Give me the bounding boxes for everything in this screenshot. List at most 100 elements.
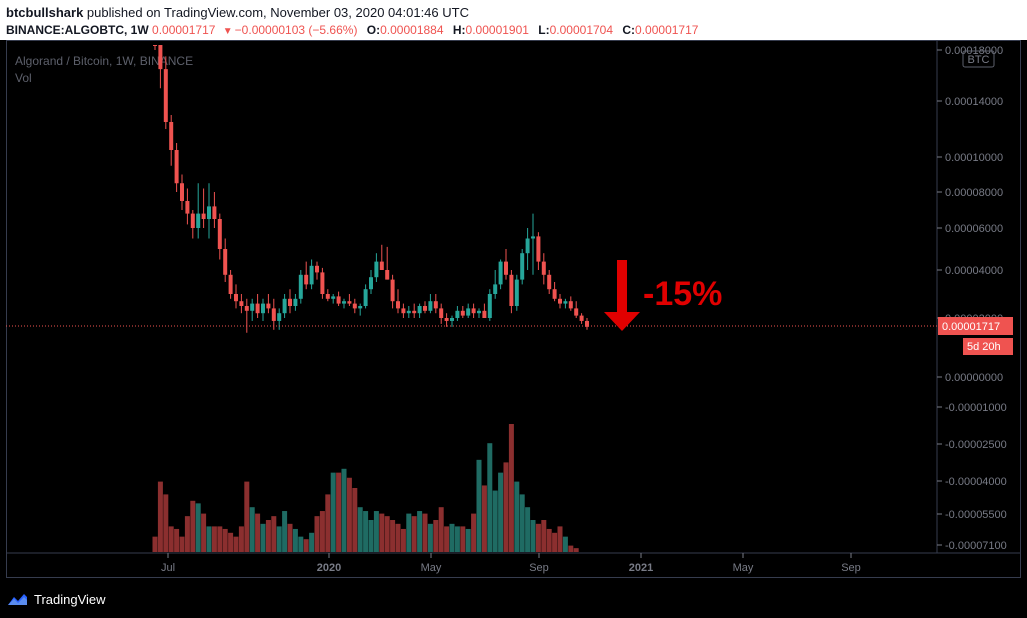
candle-body xyxy=(568,301,573,309)
high-value: 0.00001901 xyxy=(465,23,529,37)
time-tick-label: Jul xyxy=(161,562,175,574)
candle-body xyxy=(390,279,395,302)
currency-badge[interactable]: BTC xyxy=(968,54,990,66)
candle-body xyxy=(433,301,438,309)
volume-bar xyxy=(444,526,450,552)
price-tick-label: 0.00006000 xyxy=(945,223,1003,235)
price-tick-label: -0.00001000 xyxy=(945,402,1007,414)
volume-bar xyxy=(498,472,504,552)
candle-body xyxy=(520,253,525,280)
candle-body xyxy=(444,318,449,321)
candle-body xyxy=(153,45,157,46)
candle-body xyxy=(574,308,579,316)
candle-body xyxy=(379,261,384,270)
published-text: published on TradingView.com, November 0… xyxy=(86,5,469,20)
price-axis[interactable]: 0.000180000.000140000.000100000.00008000… xyxy=(937,45,1007,552)
change-value: −0.00000103 (−5.66%) xyxy=(234,23,358,37)
legend-title: Algorand / Bitcoin, 1W, BINANCE xyxy=(15,54,193,68)
volume-bar xyxy=(211,526,217,552)
candle-body xyxy=(498,261,503,285)
volume-bar xyxy=(255,513,261,552)
candle-body xyxy=(174,150,179,184)
candle-body xyxy=(207,206,211,219)
candle-body xyxy=(196,213,201,228)
candle-body xyxy=(541,261,546,275)
last-price: 0.00001717 xyxy=(152,23,216,37)
volume-bar xyxy=(433,520,439,552)
candle-body xyxy=(320,272,325,294)
volume-bar xyxy=(514,481,520,552)
candlesticks xyxy=(153,45,589,333)
candle-body xyxy=(482,310,487,318)
candle-body xyxy=(423,306,427,311)
volume-bar xyxy=(411,516,417,552)
open-label: O: xyxy=(366,23,381,37)
tradingview-cloud-icon xyxy=(8,594,27,605)
volume-bar xyxy=(508,424,514,552)
time-tick-label: 2021 xyxy=(629,562,653,574)
candle-body xyxy=(504,261,508,275)
candle-body xyxy=(374,261,379,278)
volume-bar xyxy=(265,520,271,552)
volume-bar xyxy=(271,516,277,552)
volume-bar xyxy=(481,485,487,552)
candle-body xyxy=(428,301,433,311)
close-value: 0.00001717 xyxy=(635,23,699,37)
candle-body xyxy=(244,306,249,311)
volume-bar xyxy=(454,526,460,552)
tradingview-logo[interactable]: TradingView xyxy=(6,591,106,607)
candle-body xyxy=(309,265,314,285)
candle-body xyxy=(169,122,174,150)
candle-body xyxy=(460,310,465,316)
volume-bar xyxy=(525,507,531,552)
candle-body xyxy=(347,301,352,304)
time-tick-label: May xyxy=(421,562,442,574)
candle-body xyxy=(288,298,292,306)
candle-body xyxy=(455,310,460,318)
currency-badge-box xyxy=(962,50,995,68)
volume-bar xyxy=(400,528,406,552)
countdown-badge-box xyxy=(963,338,1013,355)
price-badge: 0.00001717 xyxy=(942,321,1000,333)
volume-bar xyxy=(190,500,196,552)
volume-bar xyxy=(427,523,433,552)
candle-body xyxy=(385,270,390,280)
header-bar: btcbullshark published on TradingView.co… xyxy=(0,0,1027,40)
price-badge-box xyxy=(938,317,1013,335)
volume-bar xyxy=(346,477,352,552)
volume-bar xyxy=(292,528,298,552)
candle-body xyxy=(369,277,373,290)
candle-body xyxy=(514,279,519,306)
volume-bar xyxy=(449,523,455,552)
volume-bar xyxy=(390,520,396,552)
time-axis[interactable]: Jul 2020 May Sep 2021 May Sep xyxy=(161,553,861,574)
symbol-label: BINANCE:ALGOBTC, 1W xyxy=(6,23,149,37)
price-tick-label: -0.00005500 xyxy=(945,509,1007,521)
volume-bar xyxy=(152,536,158,552)
candle-body xyxy=(315,265,319,273)
candle-body xyxy=(417,306,422,314)
volume-bar xyxy=(228,532,234,552)
down-arrow-icon xyxy=(604,260,640,331)
chart-frame[interactable] xyxy=(6,40,1021,578)
publisher-name[interactable]: btcbullshark xyxy=(6,5,84,20)
candle-body xyxy=(331,296,336,299)
volume-bar xyxy=(341,468,347,552)
volume-bar xyxy=(195,503,201,552)
volume-bar xyxy=(541,520,547,552)
price-chart[interactable]: Algorand / Bitcoin, 1W, BINANCE Vol 0.00… xyxy=(0,0,1027,580)
volume-bar xyxy=(179,536,185,552)
time-tick-label: Sep xyxy=(529,562,549,574)
volume-bar xyxy=(379,513,385,552)
volume-bar xyxy=(438,507,444,552)
candle-body xyxy=(471,308,476,314)
candle-body xyxy=(563,301,568,304)
volume-bar xyxy=(336,472,342,552)
candle-body xyxy=(266,303,271,309)
candle-body xyxy=(531,236,535,239)
volume-bar xyxy=(471,513,477,552)
price-tick-label: -0.00002500 xyxy=(945,439,1007,451)
candle-body xyxy=(250,303,255,311)
candle-body xyxy=(363,289,368,306)
volume-bar xyxy=(222,528,228,552)
